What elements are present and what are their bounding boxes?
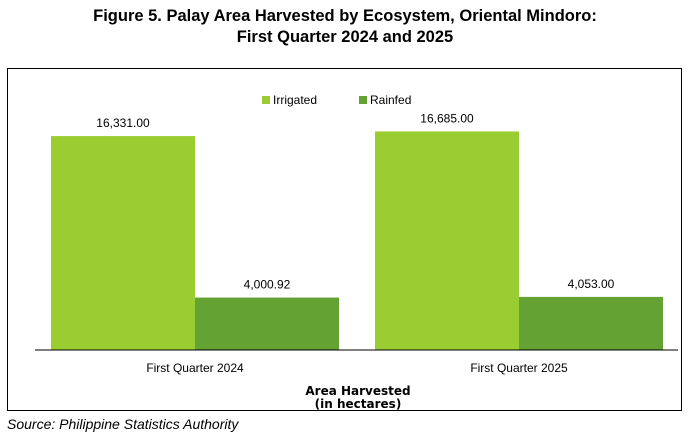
legend-swatch-rainfed — [359, 96, 367, 104]
bar-irrigated-1 — [51, 136, 195, 350]
data-label-irrigated-2: 16,685.00 — [420, 111, 474, 125]
source-note: Source: Philippine Statistics Authority — [7, 416, 239, 432]
data-label-irrigated-1: 16,331.00 — [96, 116, 150, 130]
data-label-rainfed-2: 4,053.00 — [568, 277, 615, 291]
legend-swatch-irrigated — [262, 96, 270, 104]
bar-rainfed-2 — [519, 296, 663, 350]
chart-frame — [7, 68, 682, 411]
bar-rainfed-1 — [195, 297, 339, 350]
chart-title-line-2: First Quarter 2024 and 2025 — [236, 28, 454, 46]
data-label-rainfed-1: 4,000.92 — [244, 278, 291, 292]
x-axis-title-line-2: (in hectares) — [315, 397, 402, 411]
x-tick-label-2: First Quarter 2025 — [470, 361, 568, 375]
legend-label-rainfed: Rainfed — [370, 93, 411, 107]
chart-title: Figure 5. Palay Area Harvested by Ecosys… — [0, 6, 690, 48]
bar-irrigated-2 — [375, 131, 519, 350]
x-tick-label-1: First Quarter 2024 — [146, 361, 244, 375]
legend-label-irrigated: Irrigated — [273, 93, 317, 107]
x-axis-title-line-1: Area Harvested — [305, 384, 410, 398]
chart-title-line-1: Figure 5. Palay Area Harvested by Ecosys… — [93, 7, 597, 25]
